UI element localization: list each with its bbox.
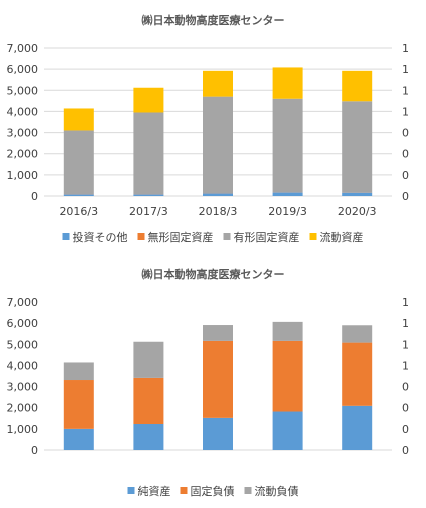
y2-tick-label: 0: [402, 402, 409, 415]
bar-segment: [133, 194, 164, 196]
y-tick-label: 3,000: [7, 381, 39, 394]
chart-title: ㈱日本動物高度医療センター: [142, 267, 285, 281]
bar-segment: [342, 70, 373, 102]
bar-segment: [63, 108, 94, 131]
bar-segment: [203, 340, 233, 418]
legend-label: 無形固定資産: [148, 230, 214, 244]
legend-swatch: [223, 233, 231, 240]
y-tick-label: 0: [31, 444, 38, 457]
bar-segment: [272, 340, 303, 412]
legend-label: 流動資産: [320, 230, 364, 244]
bar-segment: [63, 362, 94, 381]
y-tick-label: 2,000: [7, 402, 39, 415]
y2-tick-label: 0: [402, 423, 409, 436]
y2-tick-label: 1: [402, 359, 409, 372]
y2-tick-label: 0: [402, 127, 409, 140]
bar-segment: [272, 411, 303, 450]
bar-segment: [63, 380, 94, 429]
liabilities-chart: ㈱日本動物高度医療センター 0 0 1,000 0 2,000 0 3,000 0 4,000 1 5…: [7, 267, 410, 498]
bar-segment: [272, 98, 303, 193]
bar-segment: [203, 193, 233, 196]
y2-tick-label: 1: [402, 296, 409, 309]
bar-segment: [133, 341, 164, 378]
y2-tick-label: 1: [402, 105, 409, 118]
bar-segment: [272, 192, 303, 196]
bar-segment: [133, 87, 164, 113]
y-tick-label: 7,000: [7, 42, 39, 55]
bar-segment: [203, 325, 233, 341]
chart-title: ㈱日本動物高度医療センター: [142, 13, 285, 27]
y-tick-label: 7,000: [7, 296, 39, 309]
bar-segment: [203, 417, 233, 450]
bar-segment: [63, 130, 94, 195]
bar-segment: [342, 325, 373, 343]
bar-segment: [272, 321, 303, 341]
bar-segment: [272, 67, 303, 99]
y-tick-label: 2,000: [7, 148, 39, 161]
x-tick-label: 2016/3: [59, 205, 98, 218]
x-tick-label: 2018/3: [199, 205, 238, 218]
bar-segment: [133, 112, 164, 195]
y-tick-label: 1,000: [7, 169, 39, 182]
legend-label: 流動負債: [255, 484, 299, 498]
y-tick-label: 6,000: [7, 317, 39, 330]
bar-segment: [203, 96, 233, 194]
assets-chart: ㈱日本動物高度医療センター 0 0 1,000 0 2,000 0 3,000 0 4,000 1 5…: [7, 13, 410, 244]
y2-tick-label: 1: [402, 338, 409, 351]
bar-segment: [342, 101, 373, 193]
bar-segment: [63, 194, 94, 196]
y-tick-label: 6,000: [7, 63, 39, 76]
bar-segment: [133, 423, 164, 450]
y2-tick-label: 0: [402, 169, 409, 182]
legend-label: 投資その他: [73, 230, 128, 244]
y2-tick-label: 0: [402, 190, 409, 203]
y2-tick-label: 0: [402, 444, 409, 457]
y-tick-label: 4,000: [7, 359, 39, 372]
x-tick-label: 2020/3: [338, 205, 377, 218]
x-tick-label: 2019/3: [268, 205, 307, 218]
legend-swatch: [180, 487, 188, 494]
legend: 投資その他 無形固定資産 有形固定資産 流動資産: [62, 230, 364, 244]
legend-swatch: [137, 233, 145, 240]
y-tick-label: 4,000: [7, 105, 39, 118]
bar-segment: [342, 192, 373, 196]
legend-label: 純資産: [138, 485, 171, 498]
legend-swatch: [244, 487, 252, 494]
y2-tick-label: 1: [402, 84, 409, 97]
bar-segment: [63, 428, 94, 450]
legend-label: 固定負債: [191, 484, 235, 498]
y-tick-label: 5,000: [7, 84, 39, 97]
legend: 純資産 固定負債 流動負債: [127, 484, 299, 498]
legend-label: 有形固定資産: [234, 230, 300, 244]
y-tick-label: 0: [31, 190, 38, 203]
legend-swatch: [62, 233, 70, 240]
y2-tick-label: 0: [402, 148, 409, 161]
y-tick-label: 5,000: [7, 338, 39, 351]
x-tick-label: 2017/3: [129, 205, 168, 218]
y2-tick-label: 1: [402, 317, 409, 330]
bar-segment: [342, 342, 373, 406]
legend-swatch: [309, 233, 317, 240]
y2-tick-label: 1: [402, 42, 409, 55]
bar-segment: [203, 70, 233, 97]
legend-swatch: [127, 487, 135, 494]
y-tick-label: 3,000: [7, 127, 39, 140]
y2-tick-label: 1: [402, 63, 409, 76]
y2-tick-label: 0: [402, 381, 409, 394]
y-tick-label: 1,000: [7, 423, 39, 436]
bar-segment: [342, 405, 373, 450]
bar-segment: [133, 377, 164, 424]
